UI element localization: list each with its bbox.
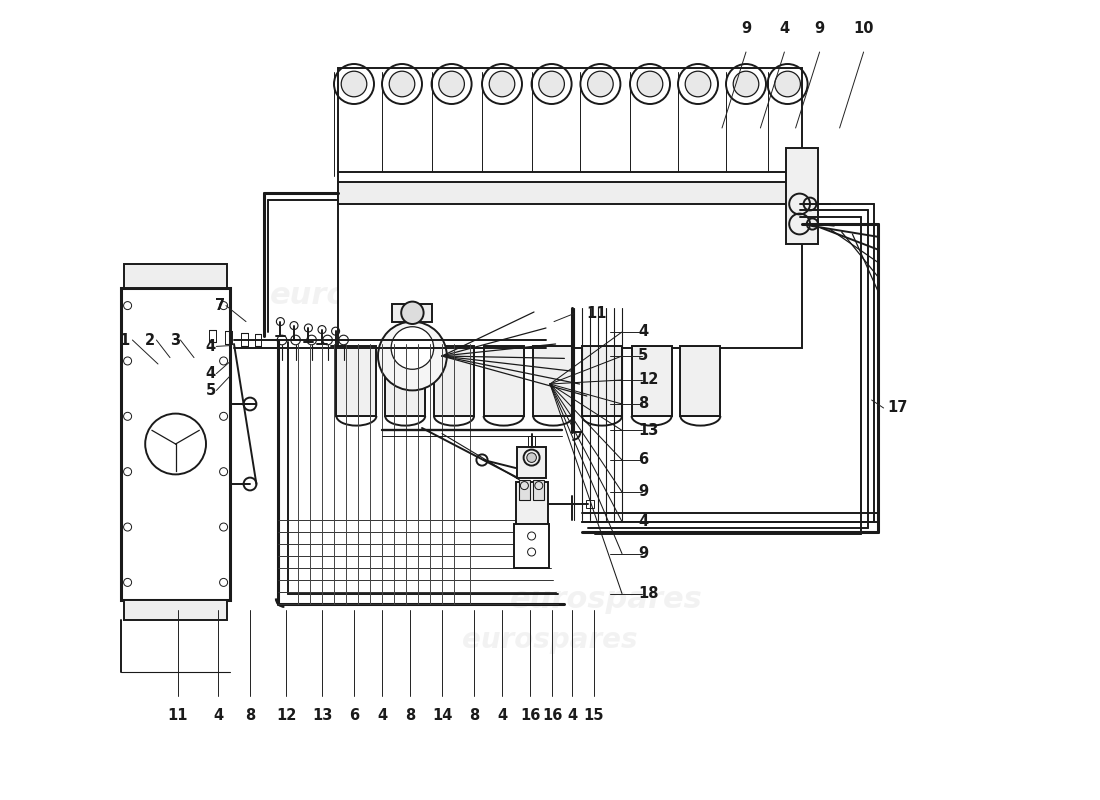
Text: 8: 8	[638, 397, 648, 411]
Bar	[490, 226, 518, 244]
Text: 18: 18	[638, 586, 659, 601]
Bar	[681, 346, 720, 416]
Bar	[337, 346, 376, 416]
Text: 4: 4	[206, 366, 216, 381]
Bar	[539, 226, 568, 244]
Text: 4: 4	[213, 708, 223, 723]
Bar	[121, 288, 230, 600]
Text: 3: 3	[170, 333, 180, 347]
Bar	[337, 346, 376, 416]
Bar	[440, 226, 469, 244]
Text: 8: 8	[245, 708, 255, 723]
Circle shape	[685, 71, 711, 97]
Circle shape	[637, 71, 663, 97]
Text: 10: 10	[854, 21, 873, 36]
Text: 2: 2	[145, 333, 155, 347]
Text: 6: 6	[349, 708, 359, 723]
Circle shape	[490, 71, 515, 97]
Text: 4: 4	[206, 339, 216, 354]
Circle shape	[774, 71, 801, 97]
Text: 12: 12	[638, 373, 659, 387]
Text: 9: 9	[638, 546, 648, 561]
Circle shape	[539, 71, 564, 97]
Text: 9: 9	[814, 21, 825, 36]
Bar	[516, 482, 548, 526]
Text: 1: 1	[119, 333, 130, 347]
Bar	[124, 264, 227, 288]
Text: 15: 15	[584, 708, 604, 723]
Text: 17: 17	[888, 401, 907, 415]
Bar	[519, 480, 530, 500]
Circle shape	[341, 71, 366, 97]
Bar	[434, 346, 474, 416]
Bar	[681, 346, 720, 416]
Text: 8: 8	[469, 708, 480, 723]
Text: 5: 5	[638, 349, 648, 363]
Circle shape	[402, 302, 424, 324]
Bar	[586, 500, 594, 508]
Circle shape	[734, 71, 759, 97]
Text: 13: 13	[638, 423, 659, 438]
Text: 8: 8	[405, 708, 415, 723]
Bar	[582, 346, 621, 416]
Text: 4: 4	[638, 325, 648, 339]
Text: eurospares: eurospares	[509, 586, 703, 614]
Bar	[338, 182, 802, 204]
Text: eurospares: eurospares	[270, 282, 462, 310]
Bar	[338, 172, 802, 348]
Bar	[587, 226, 616, 244]
Bar	[637, 226, 666, 244]
Bar	[514, 524, 549, 568]
Bar	[338, 68, 802, 176]
Bar	[631, 346, 672, 416]
Text: 16: 16	[542, 708, 562, 723]
Bar	[582, 346, 621, 416]
Circle shape	[527, 453, 537, 462]
Text: 11: 11	[586, 306, 606, 321]
Bar	[517, 447, 546, 478]
Bar	[342, 226, 371, 244]
Bar	[484, 346, 524, 416]
Text: 4: 4	[638, 514, 648, 529]
Bar	[434, 346, 474, 416]
Text: 12: 12	[276, 708, 296, 723]
Text: eurospares: eurospares	[462, 626, 638, 654]
Bar	[393, 304, 432, 322]
Text: 7: 7	[216, 298, 225, 313]
Circle shape	[392, 326, 433, 370]
Circle shape	[587, 71, 613, 97]
Text: 13: 13	[311, 708, 332, 723]
Text: 16: 16	[520, 708, 540, 723]
Circle shape	[378, 322, 447, 390]
Text: 14: 14	[432, 708, 452, 723]
Bar	[686, 226, 715, 244]
Text: 9: 9	[741, 21, 751, 36]
Bar	[385, 346, 426, 416]
Circle shape	[389, 71, 415, 97]
Bar	[786, 148, 818, 244]
Circle shape	[439, 71, 464, 97]
Bar	[484, 346, 524, 416]
Bar	[124, 600, 227, 620]
Text: 5: 5	[206, 383, 216, 398]
Text: 4: 4	[779, 21, 790, 36]
Bar	[534, 346, 573, 416]
Bar	[528, 436, 535, 446]
Text: 4: 4	[568, 708, 578, 723]
Text: 9: 9	[638, 485, 648, 499]
Text: 4: 4	[377, 708, 387, 723]
Bar	[534, 346, 573, 416]
Bar	[390, 226, 419, 244]
Text: 4: 4	[497, 708, 507, 723]
Bar	[631, 346, 672, 416]
Text: 6: 6	[638, 453, 648, 467]
Text: 11: 11	[167, 708, 188, 723]
Bar	[385, 346, 426, 416]
Bar	[534, 480, 544, 500]
